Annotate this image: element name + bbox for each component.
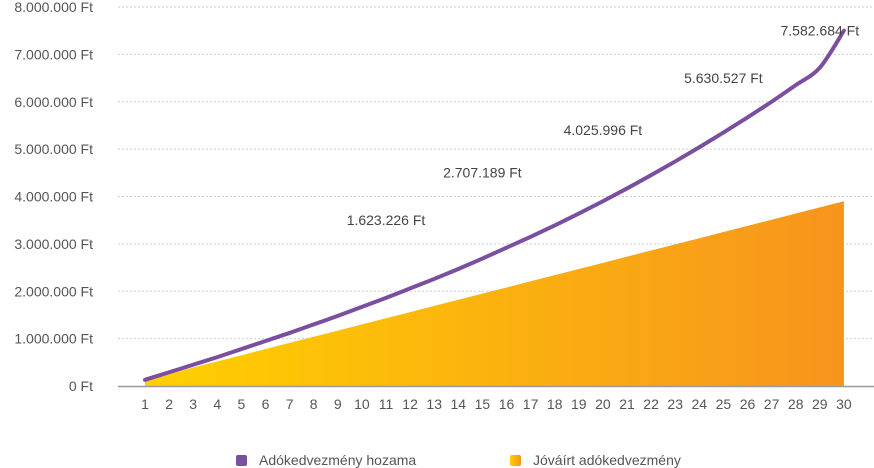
y-tick-label: 4.000.000 Ft (14, 189, 93, 205)
y-tick-label: 2.000.000 Ft (14, 283, 93, 299)
x-tick-label: 26 (740, 396, 756, 412)
x-tick-label: 13 (426, 396, 442, 412)
x-tick-label: 19 (571, 396, 587, 412)
legend-swatch-line (236, 454, 247, 466)
x-tick-label: 29 (812, 396, 828, 412)
y-tick-label: 8.000.000 Ft (14, 0, 93, 15)
y-tick-label: 1.000.000 Ft (14, 331, 93, 347)
x-tick-label: 14 (451, 396, 467, 412)
x-tick-label: 3 (189, 396, 197, 412)
y-tick-label: 6.000.000 Ft (14, 94, 93, 110)
x-tick-label: 12 (402, 396, 418, 412)
x-tick-label: 4 (213, 396, 221, 412)
x-tick-label: 1 (141, 396, 149, 412)
x-tick-label: 21 (619, 396, 635, 412)
legend-item-area: Jóváírt adókedvezmény (510, 452, 681, 468)
y-tick-label: 5.000.000 Ft (14, 141, 93, 157)
data-labels: 1.623.226 Ft 2.707.189 Ft 4.025.996 Ft 5.63… (347, 22, 860, 228)
x-tick-label: 16 (499, 396, 515, 412)
line-series-layer (143, 28, 846, 382)
x-tick-label: 8 (310, 396, 318, 412)
x-tick-label: 11 (379, 396, 394, 412)
x-tick-label: 18 (547, 396, 563, 412)
x-tick-label: 17 (523, 396, 539, 412)
legend-label-line: Adókedvezmény hozama (259, 452, 417, 468)
x-tick-label: 6 (262, 396, 270, 412)
x-tick-label: 20 (595, 396, 611, 412)
y-tick-label: 0 Ft (69, 378, 93, 394)
x-tick-label: 10 (354, 396, 370, 412)
x-tick-label: 2 (165, 396, 173, 412)
x-tick-label: 7 (286, 396, 294, 412)
data-label: 5.630.527 Ft (684, 70, 763, 86)
y-tick-label: 3.000.000 Ft (14, 236, 93, 252)
line-adokedvezmeny-hozama (143, 28, 846, 382)
x-axis-ticks: 1 2 3 4 5 6 7 8 9 10 11 12 13 14 15 16 17 18 19 20 21 22 23 24 2… (141, 396, 852, 412)
gridlines (118, 6, 874, 340)
legend-item-line: Adókedvezmény hozama (236, 452, 416, 468)
area-series-layer (145, 201, 844, 386)
legend: Adókedvezmény hozama Jóváírt adókedvezmé… (0, 452, 874, 468)
x-tick-label: 27 (764, 396, 780, 412)
data-label: 1.623.226 Ft (347, 212, 426, 228)
x-tick-label: 22 (643, 396, 659, 412)
x-tick-label: 15 (475, 396, 491, 412)
data-label: 7.582.684 Ft (780, 22, 859, 38)
x-tick-label: 9 (334, 396, 342, 412)
x-tick-label: 23 (667, 396, 683, 412)
y-tick-label: 7.000.000 Ft (14, 46, 93, 62)
data-label: 2.707.189 Ft (443, 165, 522, 181)
data-label: 4.025.996 Ft (564, 122, 643, 138)
legend-label-area: Jóváírt adókedvezmény (533, 452, 681, 468)
area-jovairt-adokedvezmeny (145, 201, 844, 386)
x-tick-label: 25 (716, 396, 732, 412)
y-axis-ticks: 0 Ft 1.000.000 Ft 2.000.000 Ft 3.000.000 Ft… (14, 0, 93, 394)
x-tick-label: 24 (692, 396, 708, 412)
x-tick-label: 28 (788, 396, 804, 412)
x-tick-label: 5 (238, 396, 246, 412)
legend-swatch-area (510, 454, 521, 466)
x-tick-label: 30 (836, 396, 852, 412)
